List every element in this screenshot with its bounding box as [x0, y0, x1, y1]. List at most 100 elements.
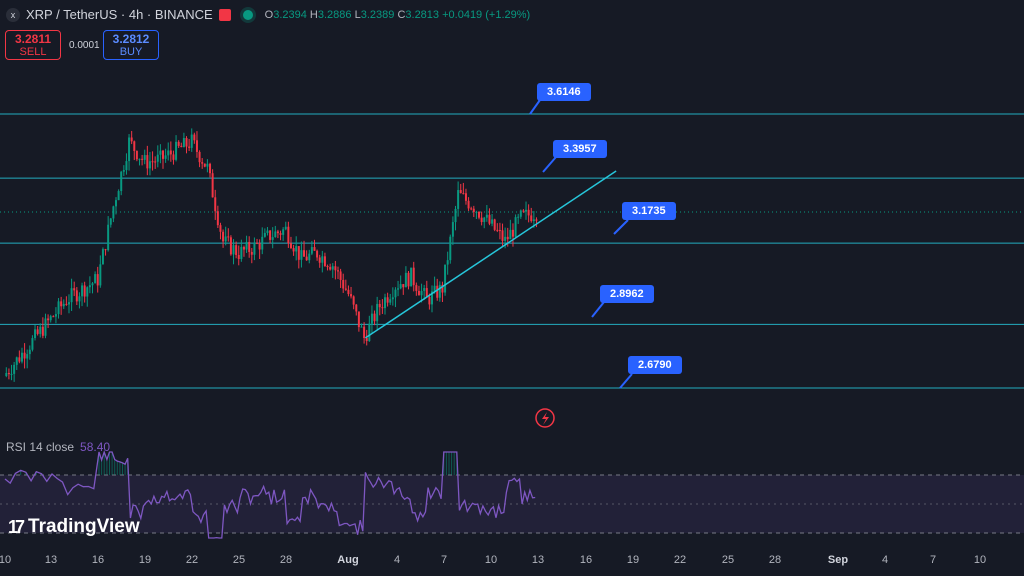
rsi-legend[interactable]: RSI 14 close 58.40	[6, 440, 110, 454]
level-tag-2-6790[interactable]: 2.6790	[628, 356, 682, 374]
spread-value: 0.0001	[69, 40, 100, 51]
sell-button[interactable]: 3.2811 SELL	[5, 30, 61, 60]
time-axis-tick: 13	[531, 554, 545, 566]
candle-body	[201, 162, 204, 164]
candle-body	[339, 271, 342, 280]
level-tag-2-8962[interactable]: 2.8962	[600, 285, 654, 303]
live-status-icon	[242, 9, 253, 20]
callout-pointer	[619, 373, 633, 389]
candle-body	[493, 219, 496, 230]
candle-body	[114, 200, 117, 207]
candle-body	[135, 151, 138, 160]
level-callouts	[529, 99, 633, 389]
callout-pointer	[529, 99, 541, 115]
buy-button[interactable]: 3.2812 BUY	[103, 30, 159, 60]
candle-body	[138, 158, 141, 160]
candle-body	[417, 290, 420, 296]
candle-body	[70, 288, 73, 303]
candle-body	[47, 318, 50, 321]
tradingview-logo-mark-icon: 17	[8, 516, 25, 537]
candle-body	[182, 138, 185, 148]
candle-body	[216, 211, 219, 226]
xrp-symbol-icon[interactable]: x	[6, 7, 20, 22]
tradingview-logo[interactable]: 17 TradingView	[8, 516, 140, 538]
candle-body	[141, 158, 144, 160]
candle-body	[112, 206, 115, 219]
candle-body	[363, 326, 366, 338]
candle-body	[10, 373, 13, 375]
candle-body	[54, 314, 57, 317]
candle-body	[73, 288, 76, 291]
candle-body	[86, 287, 89, 297]
candle-body	[41, 326, 44, 336]
candle-body	[28, 349, 31, 355]
candle-body	[198, 151, 201, 163]
rsi-overbought-fill	[14, 452, 458, 475]
candle-body	[391, 297, 394, 300]
rsi-line	[4, 449, 536, 539]
candle-body	[431, 291, 434, 305]
candle-body	[83, 285, 86, 297]
time-axis-tick: 19	[626, 554, 640, 566]
candle-body	[381, 307, 384, 309]
candle-body	[326, 266, 329, 268]
candle-body	[156, 154, 159, 162]
candle-body	[496, 229, 499, 231]
candle-body	[323, 256, 326, 267]
candle-body	[310, 247, 313, 254]
candle-body	[295, 246, 298, 252]
time-axis-tick: 10	[484, 554, 498, 566]
candle-body	[15, 357, 18, 365]
candle-body	[250, 251, 253, 255]
candle-body	[407, 272, 410, 287]
high-value: 3.2886	[317, 8, 352, 21]
candle-body	[446, 260, 449, 265]
candle-body	[318, 257, 321, 263]
candle-body	[485, 214, 488, 218]
candle-body	[209, 163, 212, 174]
candle-body	[451, 222, 454, 237]
candle-body	[423, 288, 426, 291]
time-axis-tick: 7	[440, 554, 448, 566]
candle-body	[491, 219, 494, 224]
sell-label: SELL	[19, 46, 47, 58]
candle-body	[96, 274, 99, 286]
candle-body	[464, 193, 467, 201]
level-tag-3-3957[interactable]: 3.3957	[553, 140, 607, 158]
candle-body	[214, 197, 217, 212]
candle-body	[224, 236, 227, 242]
candle-body	[342, 279, 345, 289]
candle-body	[415, 285, 418, 291]
candle-body	[303, 250, 306, 257]
candle-body	[52, 316, 55, 318]
candle-body	[444, 264, 447, 293]
candle-body	[169, 150, 172, 155]
market-closed-icon	[218, 8, 231, 21]
candle-body	[18, 357, 21, 362]
candle-body	[143, 155, 146, 160]
candle-body	[117, 191, 120, 201]
chart-title[interactable]: XRP / TetherUS · 4h · BINANCE	[26, 7, 213, 22]
candle-body	[227, 236, 230, 238]
buy-label: BUY	[119, 46, 143, 58]
candle-body	[394, 289, 397, 298]
time-axis-tick: 16	[579, 554, 593, 566]
candle-body	[104, 249, 107, 251]
candle-body	[188, 146, 191, 148]
lightning-icon[interactable]	[535, 408, 555, 428]
candle-body	[193, 134, 196, 141]
candle-body	[425, 288, 428, 297]
candle-body	[219, 225, 222, 232]
candle-body	[167, 150, 170, 156]
trendline[interactable]	[364, 170, 617, 339]
candle-body	[420, 290, 423, 296]
candle-body	[331, 266, 334, 270]
time-axis-tick: 28	[279, 554, 293, 566]
candle-body	[350, 294, 353, 297]
level-tag-3-6146[interactable]: 3.6146	[537, 83, 591, 101]
sell-price: 3.2811	[14, 32, 52, 46]
level-tag-3-1735[interactable]: 3.1735	[622, 202, 676, 220]
candle-body	[488, 214, 491, 224]
